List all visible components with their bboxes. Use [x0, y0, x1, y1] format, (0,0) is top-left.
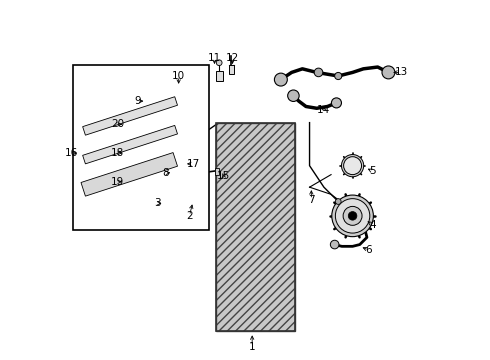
Circle shape	[343, 157, 362, 175]
Circle shape	[173, 165, 188, 180]
Text: 14: 14	[317, 105, 331, 115]
Polygon shape	[83, 125, 177, 164]
Text: 10: 10	[172, 71, 185, 81]
Bar	[215, 168, 219, 175]
Text: 15: 15	[217, 171, 230, 181]
Circle shape	[314, 68, 323, 77]
Circle shape	[331, 98, 342, 108]
Text: 20: 20	[111, 120, 124, 129]
Circle shape	[159, 198, 170, 208]
Circle shape	[163, 155, 198, 191]
Circle shape	[343, 206, 362, 225]
Text: 12: 12	[226, 53, 239, 63]
Circle shape	[382, 66, 395, 79]
Text: 4: 4	[369, 220, 376, 230]
Circle shape	[335, 199, 370, 233]
Circle shape	[186, 177, 196, 187]
Bar	[229, 65, 234, 74]
Circle shape	[348, 212, 357, 220]
Text: 19: 19	[111, 177, 124, 187]
Text: 8: 8	[162, 168, 169, 178]
Text: 11: 11	[208, 53, 221, 63]
Text: 3: 3	[154, 198, 160, 208]
Circle shape	[335, 72, 342, 80]
Text: 5: 5	[369, 166, 376, 176]
Text: 7: 7	[308, 195, 315, 205]
Circle shape	[342, 154, 364, 177]
Circle shape	[177, 170, 183, 176]
Text: 2: 2	[186, 211, 193, 221]
Polygon shape	[83, 97, 177, 135]
Circle shape	[288, 90, 299, 102]
Circle shape	[335, 199, 341, 204]
Text: 16: 16	[65, 148, 78, 158]
Bar	[216, 123, 295, 330]
Text: 6: 6	[366, 245, 372, 255]
Polygon shape	[81, 153, 177, 196]
Text: 13: 13	[394, 67, 408, 77]
Circle shape	[129, 111, 135, 116]
Text: 17: 17	[186, 159, 199, 169]
Circle shape	[332, 195, 373, 237]
Bar	[216, 71, 223, 81]
Text: 18: 18	[111, 148, 124, 158]
Circle shape	[330, 240, 339, 249]
Text: 9: 9	[134, 96, 141, 106]
Circle shape	[162, 201, 167, 206]
Circle shape	[216, 60, 222, 66]
Bar	[73, 65, 209, 230]
Circle shape	[274, 73, 287, 86]
Circle shape	[166, 158, 196, 188]
Bar	[216, 123, 295, 330]
Text: 1: 1	[249, 342, 255, 352]
